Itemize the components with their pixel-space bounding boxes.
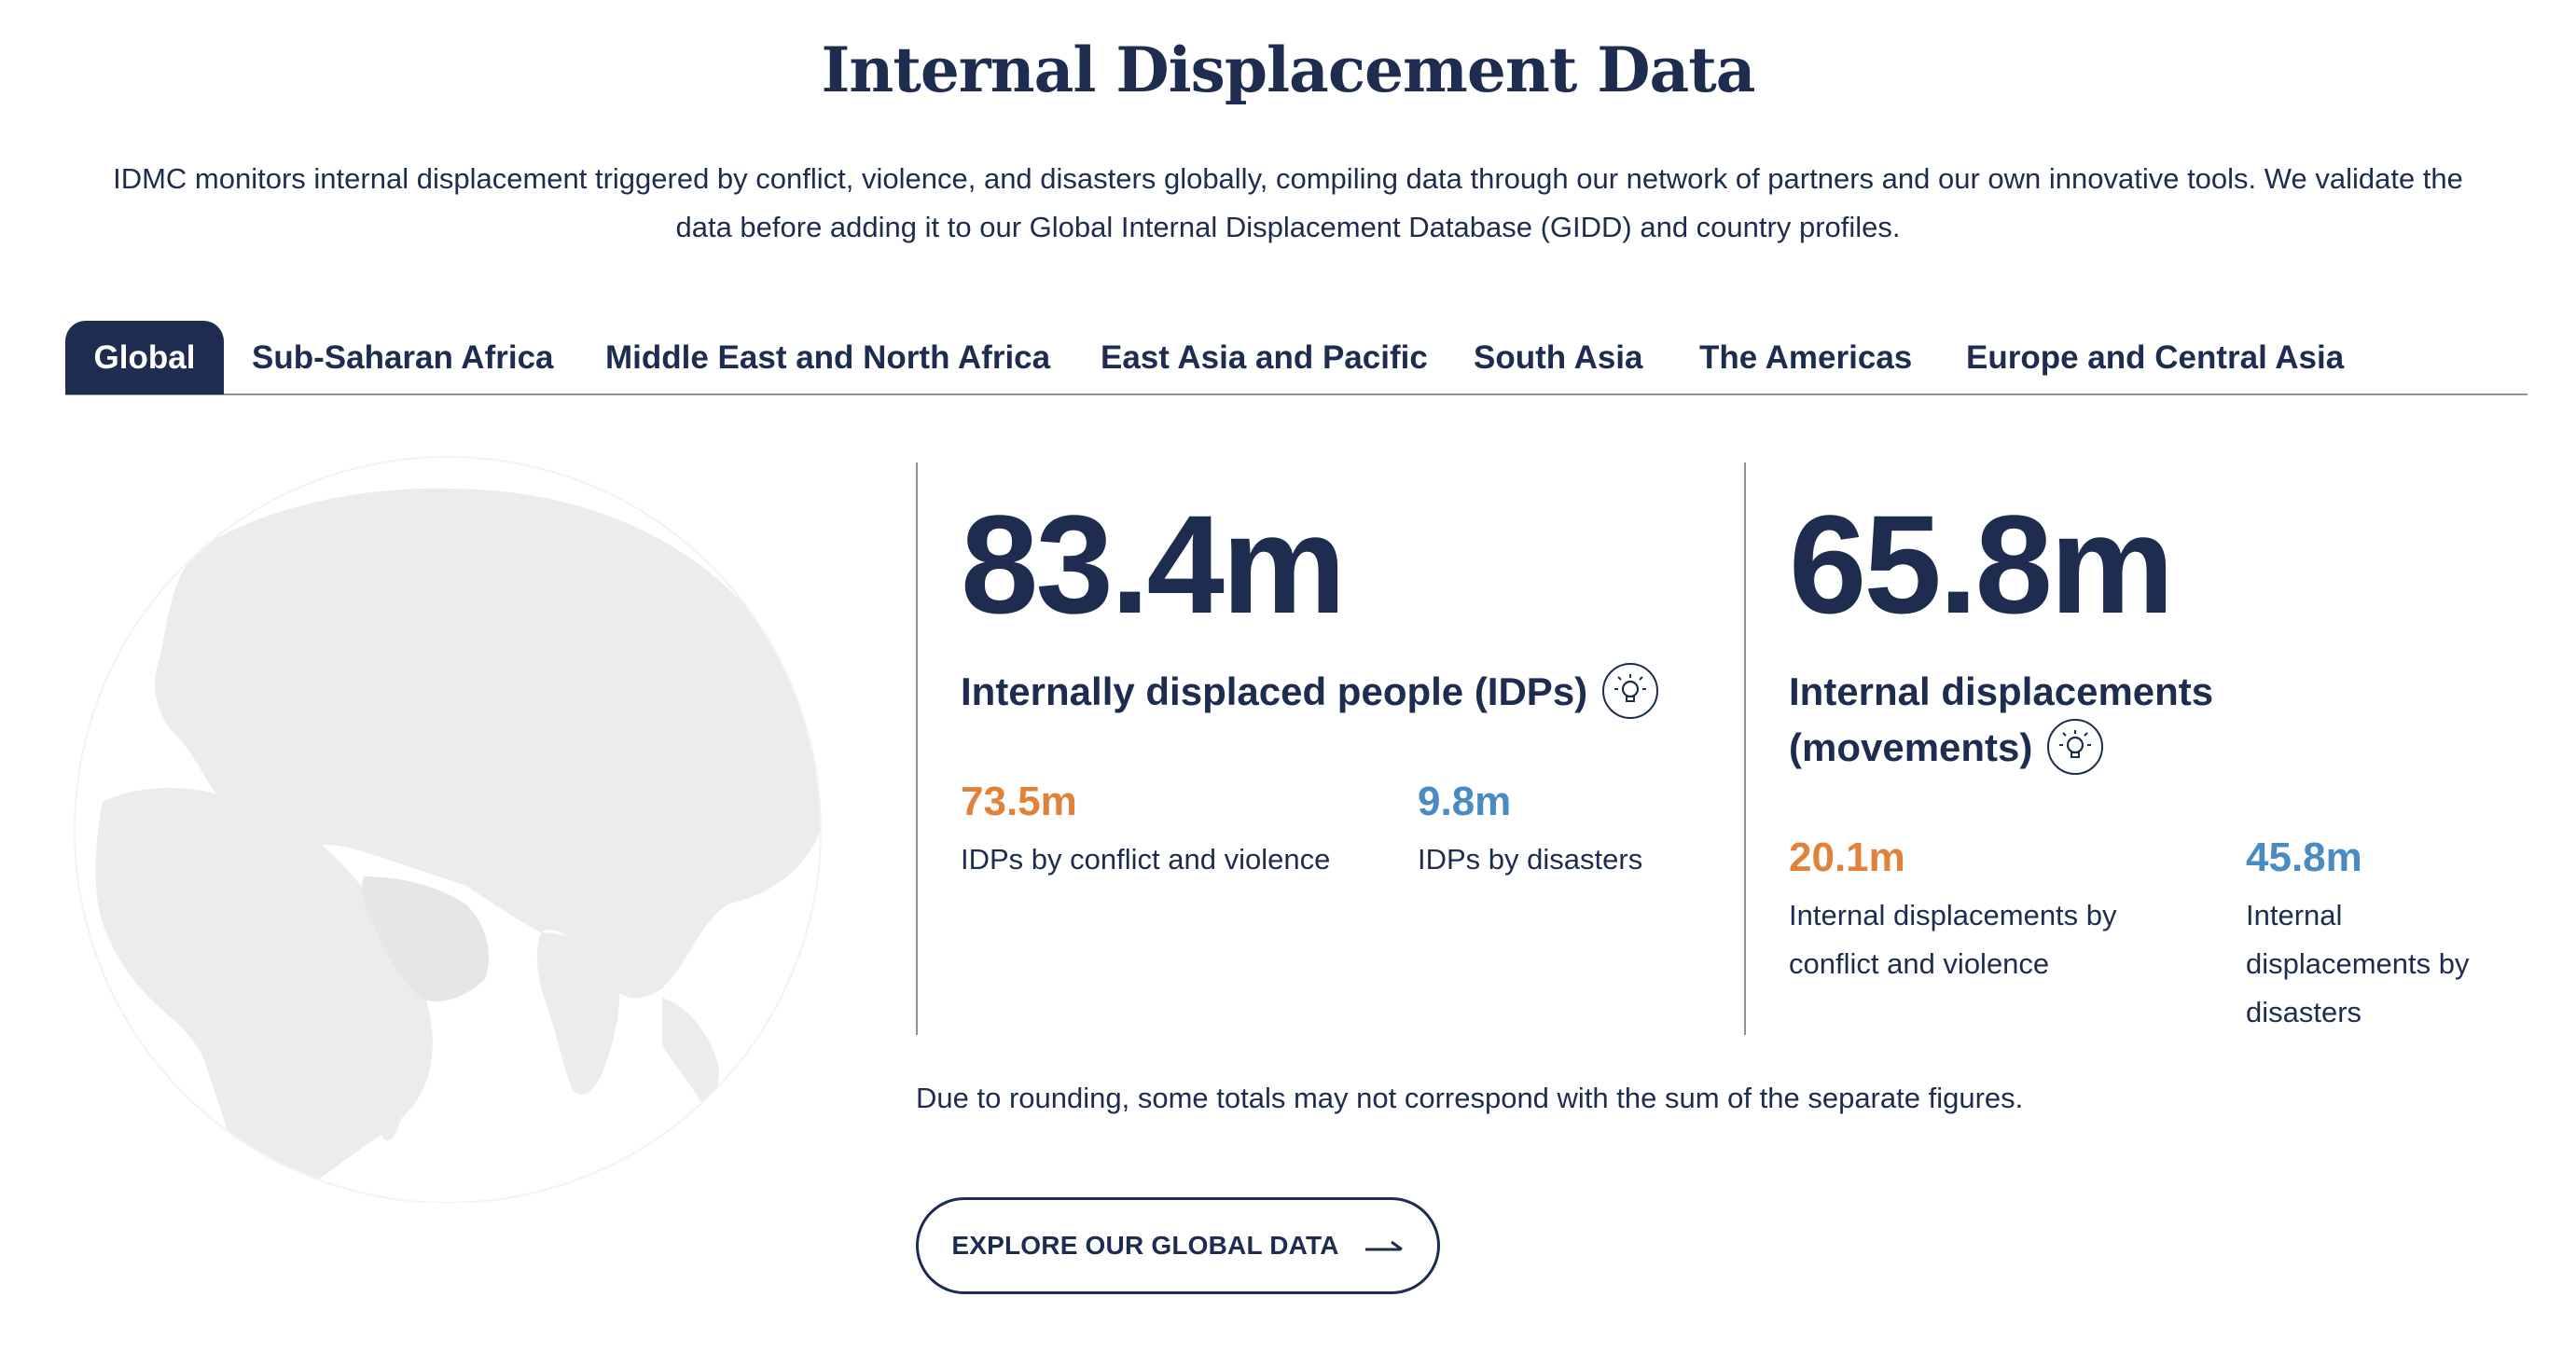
movements-heading-line2-wrap: (movements) bbox=[1789, 718, 2213, 779]
idps-disaster-label: IDPs by disasters bbox=[1418, 843, 1643, 876]
movements-heading-line2: (movements) bbox=[1789, 725, 2033, 769]
tab-middle-east-north-africa[interactable]: Middle East and North Africa bbox=[605, 339, 1051, 376]
movements-disaster-label-line1: Internal bbox=[2246, 899, 2343, 931]
column-divider bbox=[916, 462, 918, 1035]
tab-global[interactable]: Global bbox=[65, 321, 224, 394]
movements-heading-line1: Internal displacements bbox=[1789, 669, 2214, 713]
column-divider bbox=[1744, 462, 1746, 1035]
arrow-right-icon bbox=[1364, 1240, 1403, 1251]
movements-disaster-value: 45.8m bbox=[2246, 835, 2362, 880]
page-title: Internal Displacement Data bbox=[821, 34, 1755, 106]
movements-conflict-label: Internal displacements by conflict and v… bbox=[1789, 891, 2117, 988]
tab-east-asia-pacific[interactable]: East Asia and Pacific bbox=[1101, 339, 1428, 376]
movements-heading: Internal displacements (movements) bbox=[1789, 664, 2213, 779]
tab-sub-saharan-africa[interactable]: Sub-Saharan Africa bbox=[252, 339, 554, 376]
movements-conflict-label-line2: conflict and violence bbox=[1789, 947, 2050, 980]
intro-text: IDMC monitors internal displacement trig… bbox=[113, 162, 2463, 243]
idps-heading: Internally displaced people (IDPs) bbox=[961, 662, 1659, 723]
explore-global-data-label: EXPLORE OUR GLOBAL DATA bbox=[951, 1231, 1339, 1260]
idps-heading-text: Internally displaced people (IDPs) bbox=[961, 669, 1588, 713]
lightbulb-icon[interactable] bbox=[2047, 718, 2104, 775]
lightbulb-icon[interactable] bbox=[1602, 662, 1659, 719]
globe-illustration bbox=[74, 456, 822, 1203]
idps-total: 83.4m bbox=[961, 486, 1346, 642]
tab-south-asia[interactable]: South Asia bbox=[1474, 339, 1643, 376]
tab-europe-central-asia[interactable]: Europe and Central Asia bbox=[1966, 339, 2345, 376]
movements-disaster-label-line2: displacements by bbox=[2246, 947, 2470, 980]
region-tabs: Global Sub-Saharan Africa Middle East an… bbox=[65, 321, 2528, 395]
tab-the-americas[interactable]: The Americas bbox=[1699, 339, 1913, 376]
explore-global-data-button[interactable]: EXPLORE OUR GLOBAL DATA bbox=[916, 1197, 1440, 1294]
rounding-note: Due to rounding, some totals may not cor… bbox=[916, 1082, 2024, 1114]
movements-total: 65.8m bbox=[1789, 486, 2174, 642]
movements-disaster-label-line3: disasters bbox=[2246, 996, 2362, 1028]
idps-conflict-value: 73.5m bbox=[961, 779, 1077, 824]
idps-conflict-label: IDPs by conflict and violence bbox=[961, 843, 1331, 876]
movements-conflict-value: 20.1m bbox=[1789, 835, 1905, 880]
movements-conflict-label-line1: Internal displacements by bbox=[1789, 899, 2117, 931]
movements-disaster-label: Internal displacements by disasters bbox=[2246, 891, 2470, 1037]
idps-disaster-value: 9.8m bbox=[1418, 779, 1512, 824]
